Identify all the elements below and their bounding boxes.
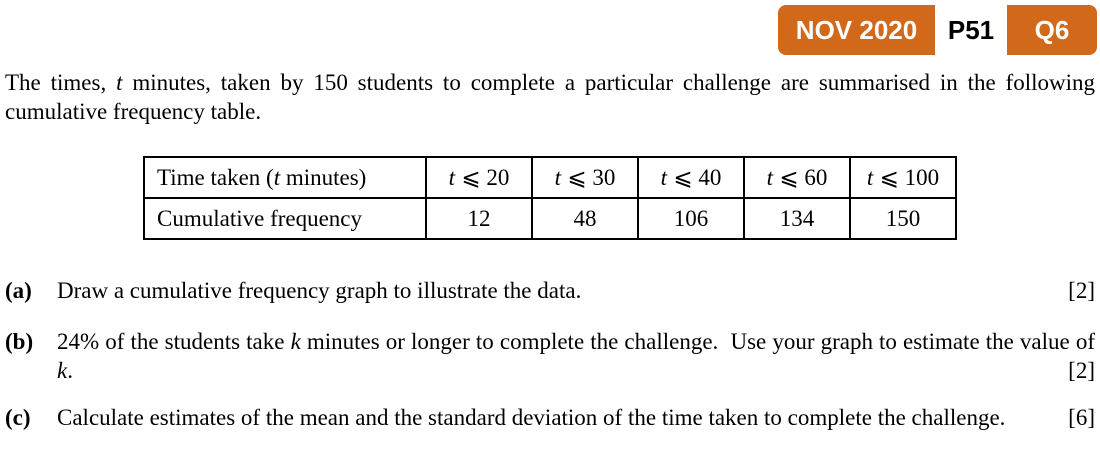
question-number-tag: Q6 [1007,5,1097,55]
frequency-value-cell-1: 12 [425,197,533,240]
part-b-variable-k-1: k [290,329,301,354]
cumulative-frequency-label-cell: Cumulative frequency [143,197,427,240]
header-variable-t: t [273,164,281,190]
bound-var-2: t [554,164,561,190]
time-bound-cell-2: t ⩽ 30 [531,156,639,199]
bound-var-5: t [866,164,874,190]
frequency-value-cell-2: 48 [531,197,639,240]
part-b-text-1: 24% of the students take [57,329,291,354]
bound-value-4: ⩽ 60 [779,164,828,190]
bound-value-2: ⩽ 30 [567,164,616,190]
time-taken-header-cell: Time taken (t minutes) [143,156,427,199]
bound-var-3: t [660,164,667,190]
part-b-text: 24% of the students take k minutes or lo… [57,327,1095,385]
table-frequency-row: Cumulative frequency 12 48 106 134 150 [143,197,957,240]
header-label-text-2: minutes) [280,164,367,190]
table-header-row: Time taken (t minutes) t ⩽ 20 t ⩽ 30 t ⩽ 40… [143,156,957,199]
paper-tag: P51 [935,5,1007,55]
part-c-text: Calculate estimates of the mean and the … [57,405,1006,430]
session-tag: NOV 2020 [778,5,935,55]
time-bound-cell-3: t ⩽ 40 [637,156,745,199]
part-b-label: (b) [5,329,34,354]
time-bound-cell-4: t ⩽ 60 [743,156,851,199]
frequency-value-cell-5: 150 [849,197,957,240]
part-c-label: (c) [5,405,31,430]
part-b-marks: [2] [1068,358,1095,383]
part-a-label: (a) [5,278,32,303]
bound-value-1: ⩽ 20 [461,164,510,190]
intro-text-1: The times, [5,70,117,95]
question-part-a: (a) Draw a cumulative frequency graph to… [5,276,1095,305]
frequency-value-cell-3: 106 [637,197,745,240]
header-label-text-1: Time taken ( [157,164,274,190]
intro-text-2: minutes, taken by 150 students to comple… [5,70,1095,124]
part-c-marks: [6] [1068,405,1095,430]
bound-value-3: ⩽ 40 [673,164,722,190]
cumulative-frequency-table: Time taken (t minutes) t ⩽ 20 t ⩽ 30 t ⩽ 40… [143,156,957,240]
frequency-value-cell-4: 134 [743,197,851,240]
intro-paragraph: The times, t minutes, taken by 150 stude… [5,68,1095,126]
bound-value-5: ⩽ 100 [879,164,940,190]
question-part-b: (b) 24% of the students take k minutes o… [5,327,1095,385]
part-a-text: Draw a cumulative frequency graph to ill… [57,278,582,303]
time-bound-cell-5: t ⩽ 100 [849,156,957,199]
question-part-c: (c) Calculate estimates of the mean and … [5,403,1095,432]
question-tag-badge: NOV 2020 P51 Q6 [778,5,1097,55]
time-bound-cell-1: t ⩽ 20 [425,156,533,199]
intro-variable-t: t [116,70,123,95]
part-b-text-3: . [67,358,73,383]
part-b-text-2: minutes or longer to complete the challe… [300,329,1095,354]
part-a-marks: [2] [1068,278,1095,303]
part-b-variable-k-2: k [57,358,68,383]
bound-var-4: t [766,164,773,190]
bound-var-1: t [448,164,455,190]
